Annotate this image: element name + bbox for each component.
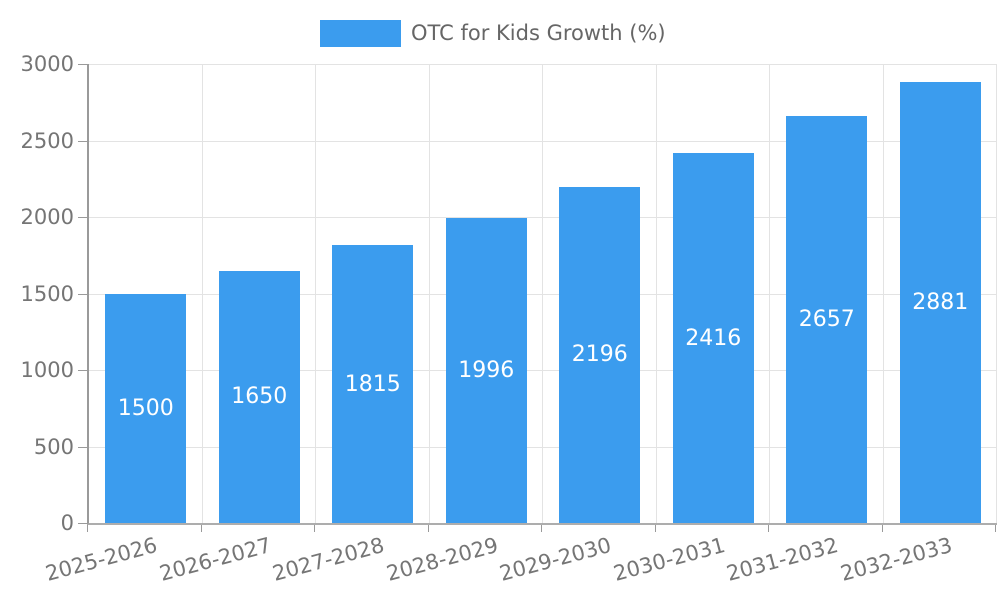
legend-swatch-icon <box>320 20 401 47</box>
y-tick-label: 1500 <box>20 281 74 306</box>
v-gridline <box>315 64 316 523</box>
x-axis-tick <box>314 525 315 532</box>
y-axis-tick <box>78 370 87 371</box>
x-axis-tick <box>768 525 769 532</box>
y-axis-tick <box>78 64 87 65</box>
x-tick-label: 2031-2032 <box>724 533 841 586</box>
x-tick-label: 2026-2027 <box>156 533 274 586</box>
bar[interactable]: 1650 <box>218 270 300 523</box>
x-axis-tick <box>995 525 996 532</box>
x-axis-tick <box>200 525 202 532</box>
x-tick-label: 2025-2026 <box>43 533 160 586</box>
y-axis-tick <box>78 523 87 524</box>
bar-value-label: 2657 <box>798 307 855 333</box>
bar[interactable]: 2196 <box>559 187 641 523</box>
y-tick-label: 0 <box>60 511 74 535</box>
y-tick-label: 2500 <box>20 128 74 153</box>
x-axis-tick <box>427 525 429 532</box>
h-gridline <box>89 64 997 65</box>
bar[interactable]: 2416 <box>672 153 754 523</box>
x-axis-tick <box>541 525 542 532</box>
legend-item[interactable]: OTC for Kids Growth (%) <box>320 20 666 47</box>
x-axis-tick <box>654 525 656 532</box>
x-tick-label: 2030-2031 <box>610 533 728 586</box>
bar-value-label: 2416 <box>685 325 742 351</box>
bar-value-label: 1500 <box>117 395 174 421</box>
y-tick-label: 500 <box>33 434 74 459</box>
v-gridline <box>542 64 543 523</box>
bar-value-label: 2881 <box>912 290 969 316</box>
bar-value-label: 1996 <box>458 357 515 383</box>
y-tick-label: 1000 <box>20 358 74 382</box>
v-gridline <box>655 64 657 523</box>
v-gridline <box>428 64 430 523</box>
v-gridline <box>769 64 770 523</box>
legend-label: OTC for Kids Growth (%) <box>411 21 666 45</box>
y-axis-tick <box>78 446 87 448</box>
bar[interactable]: 2881 <box>899 82 981 523</box>
h-gridline <box>89 446 997 448</box>
x-tick-label: 2027-2028 <box>270 533 387 586</box>
bar[interactable]: 1500 <box>105 293 187 523</box>
x-tick-label: 2029-2030 <box>497 533 614 586</box>
h-gridline <box>89 140 997 142</box>
v-gridline <box>996 64 997 523</box>
v-gridline <box>201 64 203 523</box>
plot-area: 1500 1650 1815 1996 2196 2416 2657 2881 <box>87 64 997 525</box>
h-gridline <box>89 217 997 218</box>
x-tick-label: 2032-2033 <box>837 533 955 586</box>
y-axis-tick <box>78 217 87 218</box>
bar-value-label: 2196 <box>571 342 628 368</box>
y-tick-label: 2000 <box>20 205 74 229</box>
x-axis-tick <box>87 525 88 532</box>
h-gridline <box>89 370 997 371</box>
x-axis-tick <box>881 525 883 532</box>
bar[interactable]: 2657 <box>786 116 868 523</box>
x-tick-label: 2028-2029 <box>383 533 501 586</box>
bar[interactable]: 1815 <box>332 245 414 523</box>
y-tick-label: 3000 <box>20 52 74 76</box>
h-gridline <box>89 293 997 295</box>
y-axis-tick <box>78 140 87 142</box>
bar[interactable]: 1996 <box>445 217 527 523</box>
bar-value-label: 1815 <box>344 371 401 397</box>
bar-value-label: 1650 <box>231 384 288 410</box>
y-axis-tick <box>78 293 87 295</box>
v-gridline <box>882 64 884 523</box>
